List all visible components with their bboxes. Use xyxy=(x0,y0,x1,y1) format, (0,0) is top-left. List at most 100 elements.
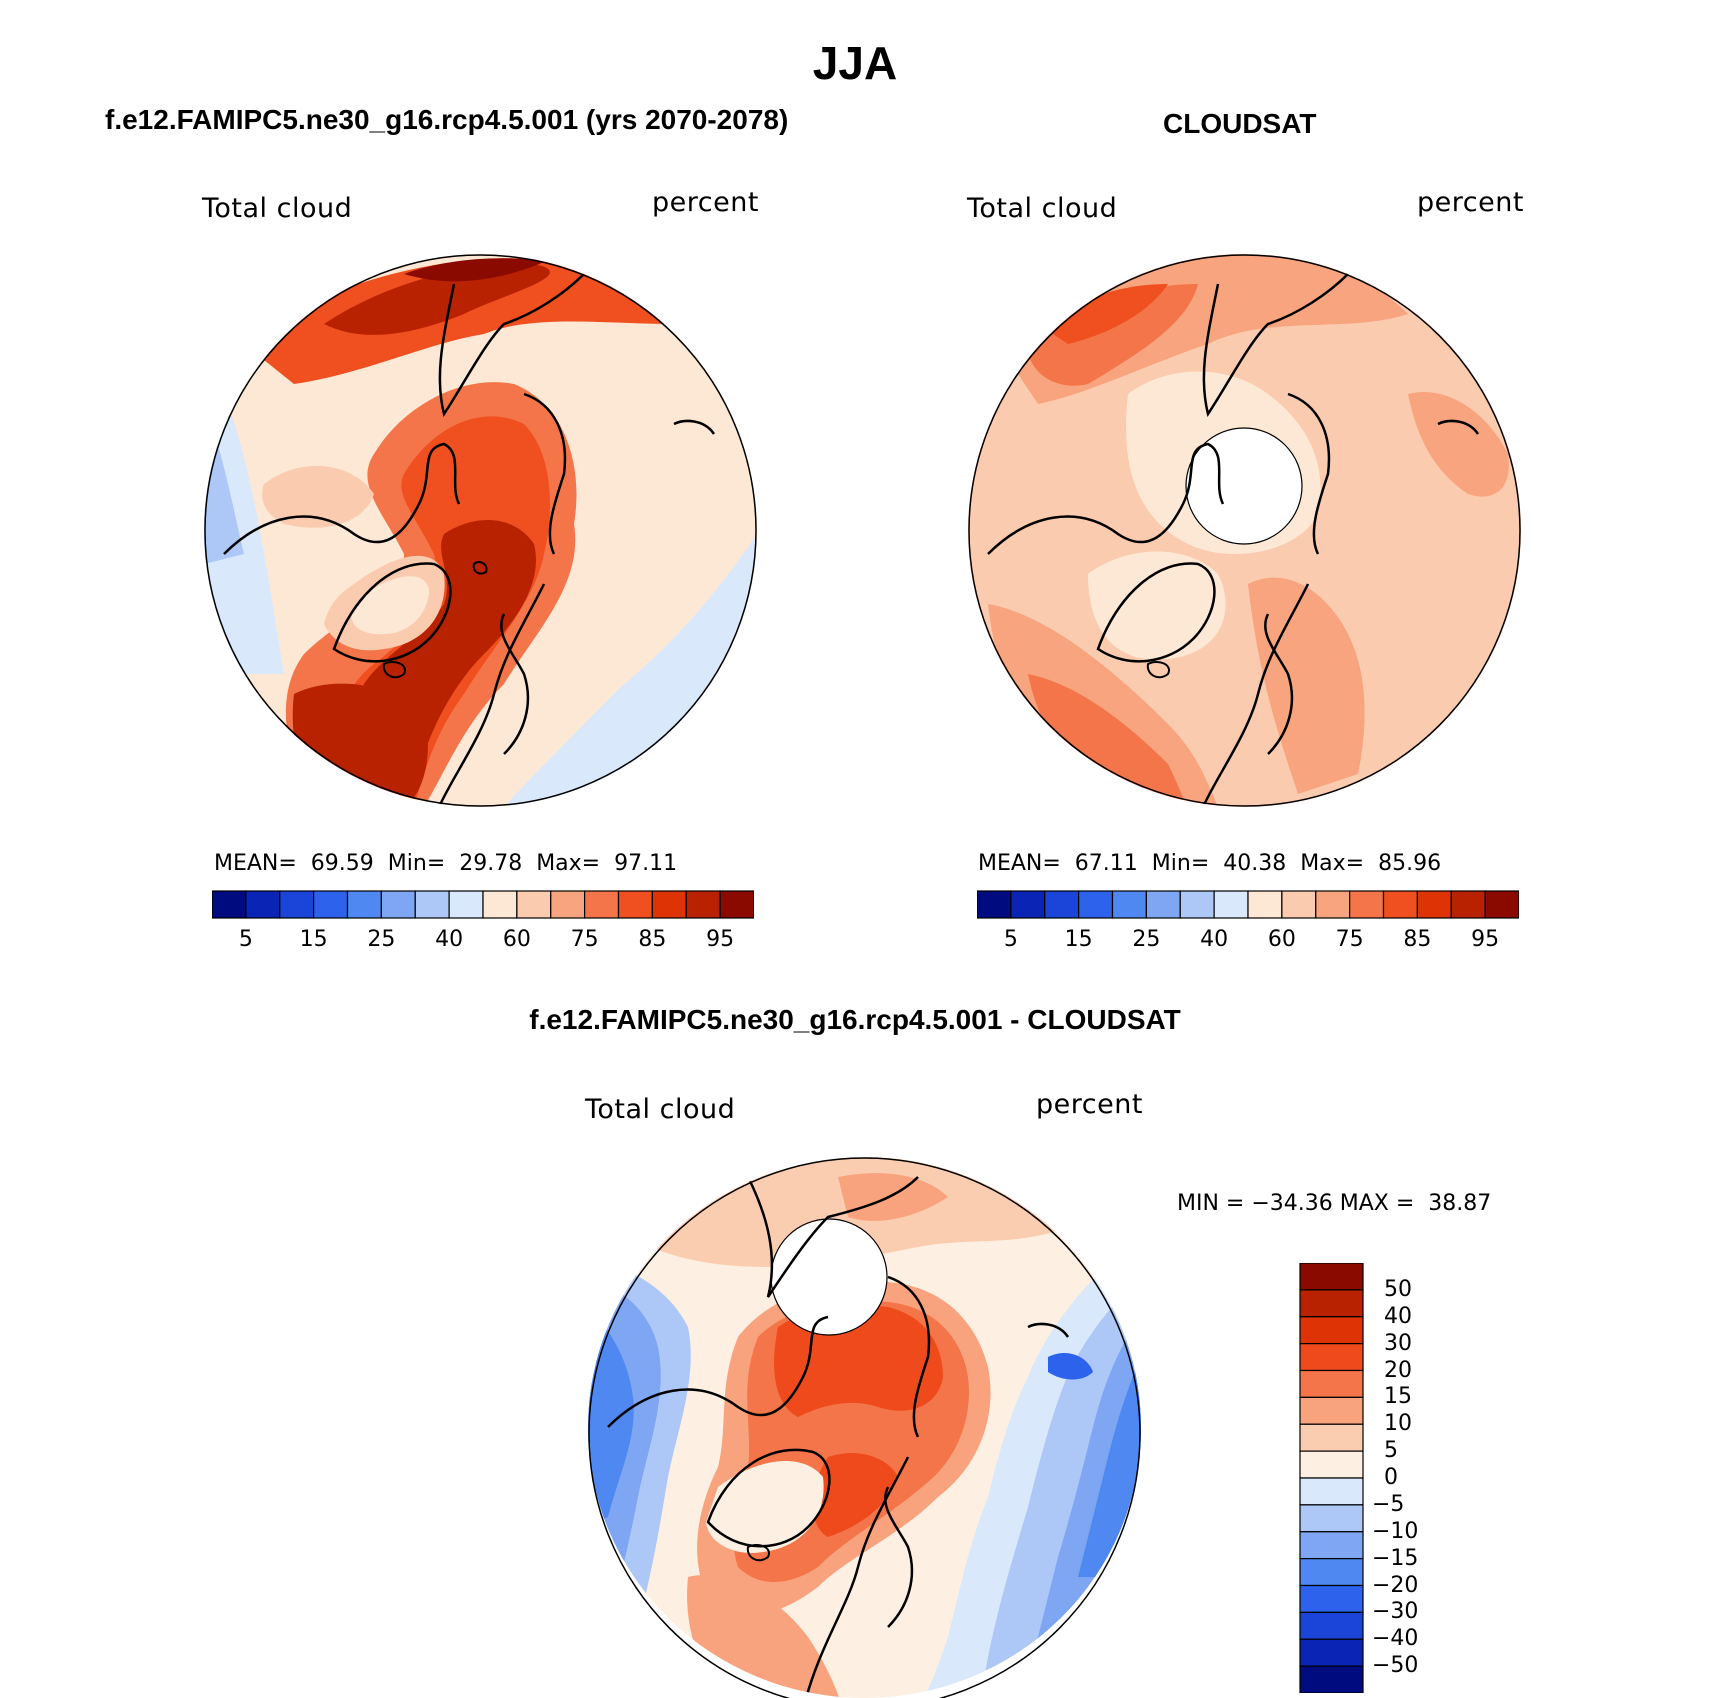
colorbar-tick-label: 5 xyxy=(238,927,253,952)
colorbar-box xyxy=(482,890,518,919)
colorbar-box xyxy=(1213,890,1249,919)
colorbar-box xyxy=(1299,1316,1364,1345)
colorbar-box xyxy=(1145,890,1181,919)
colorbar-box xyxy=(346,890,382,919)
stats-obs: MEAN= 67.11 Min= 40.38 Max= 85.96 xyxy=(978,851,1442,876)
colorbar-box xyxy=(1299,1665,1364,1693)
colorbar-box xyxy=(1299,1584,1364,1613)
colorbar-box xyxy=(1299,1396,1364,1425)
map-border-obs xyxy=(968,254,1521,807)
colorbar-tick-label: 60 xyxy=(502,927,531,952)
colorbar-box xyxy=(1299,1369,1364,1398)
colorbar-tick-label: −30 xyxy=(1372,1599,1419,1625)
colorbar-tick-label: 95 xyxy=(706,927,735,952)
colorbar-tick-label: 25 xyxy=(367,927,396,952)
colorbar-tick-label: −20 xyxy=(1372,1572,1419,1598)
colorbar-box xyxy=(1010,890,1046,919)
colorbar-box xyxy=(1315,890,1351,919)
colorbar-box xyxy=(1111,890,1147,919)
colorbar-tick-label: 95 xyxy=(1471,927,1500,952)
colorbar-tick-label: 5 xyxy=(1003,927,1018,952)
colorbar-box xyxy=(313,890,349,919)
colorbar-box xyxy=(550,890,586,919)
variable-label-diff: Total cloud xyxy=(585,1094,736,1125)
colorbar-box xyxy=(1078,890,1114,919)
units-label-obs: percent xyxy=(1417,187,1524,218)
stats-model: MEAN= 69.59 Min= 29.78 Max= 97.11 xyxy=(214,851,678,876)
panel-title-obs: CLOUDSAT xyxy=(1163,108,1317,139)
colorbar-box xyxy=(212,890,247,919)
colorbar-tick-label: 15 xyxy=(1064,927,1093,952)
colorbar-tick-label: 20 xyxy=(1384,1357,1412,1383)
colorbar-tick-label: 40 xyxy=(1200,927,1229,952)
colorbar-box xyxy=(1281,890,1317,919)
colorbar-tick-label: 0 xyxy=(1384,1465,1398,1490)
colorbar-box xyxy=(1179,890,1215,919)
colorbar-tick-label: 30 xyxy=(1384,1330,1412,1356)
colorbar-box xyxy=(1299,1558,1364,1587)
colorbar-box xyxy=(1299,1638,1364,1667)
colorbar-box xyxy=(977,890,1012,919)
colorbar-box xyxy=(1299,1263,1364,1291)
colorbar-tick-label: 15 xyxy=(299,927,328,952)
colorbar-box xyxy=(584,890,620,919)
colorbar-tick-label: 40 xyxy=(1384,1303,1412,1329)
colorbar-tick-label: 40 xyxy=(435,927,464,952)
colorbar-tick-label: −10 xyxy=(1372,1518,1419,1544)
variable-label-model: Total cloud xyxy=(202,193,353,224)
colorbar-tick-label: −50 xyxy=(1372,1653,1419,1679)
colorbar-tick-label: 25 xyxy=(1132,927,1161,952)
colorbar-tick-label: −40 xyxy=(1372,1626,1419,1652)
colorbar-obs xyxy=(977,890,1519,919)
colorbar-tick-label: 85 xyxy=(1403,927,1432,952)
variable-label-obs: Total cloud xyxy=(967,193,1118,224)
colorbar-tick-label: 60 xyxy=(1267,927,1296,952)
colorbar-box xyxy=(1484,890,1519,919)
colorbar-box xyxy=(1299,1289,1364,1318)
colorbar-box xyxy=(1349,890,1385,919)
map-border-model xyxy=(204,254,757,807)
colorbar-box xyxy=(448,890,484,919)
colorbar-box xyxy=(1299,1450,1364,1479)
panel-title-model: f.e12.FAMIPC5.ne30_g16.rcp4.5.001 (yrs 2… xyxy=(105,104,789,135)
units-label-model: percent xyxy=(652,187,759,218)
colorbar-box xyxy=(1044,890,1080,919)
colorbar-tick-label: 85 xyxy=(638,927,667,952)
colorbar-ticks-model: 5 15 25 40 60 75 85 95 xyxy=(212,927,754,957)
colorbar-model xyxy=(212,890,754,919)
colorbar-tick-label: −15 xyxy=(1372,1545,1419,1571)
polar-map-obs xyxy=(968,254,1521,807)
polar-map-diff xyxy=(588,1157,1141,1698)
colorbar-tick-label: 10 xyxy=(1384,1411,1412,1437)
colorbar-box xyxy=(414,890,450,919)
colorbar-tick-label: 75 xyxy=(570,927,599,952)
colorbar-box xyxy=(279,890,315,919)
colorbar-box xyxy=(1299,1477,1364,1506)
colorbar-box xyxy=(1299,1611,1364,1640)
colorbar-tick-label: 5 xyxy=(1384,1438,1398,1464)
colorbar-tick-label: −5 xyxy=(1372,1491,1405,1517)
colorbar-tick-label: 50 xyxy=(1384,1276,1412,1302)
colorbar-box xyxy=(617,890,653,919)
map-border-diff xyxy=(588,1157,1141,1698)
colorbar-ticks-obs: 5 15 25 40 60 75 85 95 xyxy=(977,927,1519,957)
colorbar-box xyxy=(651,890,687,919)
panel-title-diff: f.e12.FAMIPC5.ne30_g16.rcp4.5.001 - CLOU… xyxy=(529,1004,1181,1035)
colorbar-box xyxy=(1299,1343,1364,1372)
colorbar-ticks-diff: 50 40 30 20 15 10 5 0 −5 −10 −15 −20 −30 −40 −50 xyxy=(1372,1263,1472,1693)
colorbar-box xyxy=(1382,890,1418,919)
colorbar-diff xyxy=(1299,1263,1364,1693)
figure-title: JJA xyxy=(812,37,898,89)
colorbar-box xyxy=(380,890,416,919)
stats-diff: MIN = −34.36 MAX = 38.87 xyxy=(1177,1191,1492,1216)
units-label-diff: percent xyxy=(1036,1089,1143,1120)
colorbar-box xyxy=(685,890,721,919)
colorbar-box xyxy=(1247,890,1283,919)
colorbar-box xyxy=(719,890,754,919)
colorbar-box xyxy=(516,890,552,919)
colorbar-box xyxy=(1299,1531,1364,1560)
polar-map-model xyxy=(204,254,757,807)
colorbar-box xyxy=(1299,1504,1364,1533)
colorbar-tick-label: 15 xyxy=(1384,1384,1412,1410)
colorbar-tick-label: 75 xyxy=(1335,927,1364,952)
